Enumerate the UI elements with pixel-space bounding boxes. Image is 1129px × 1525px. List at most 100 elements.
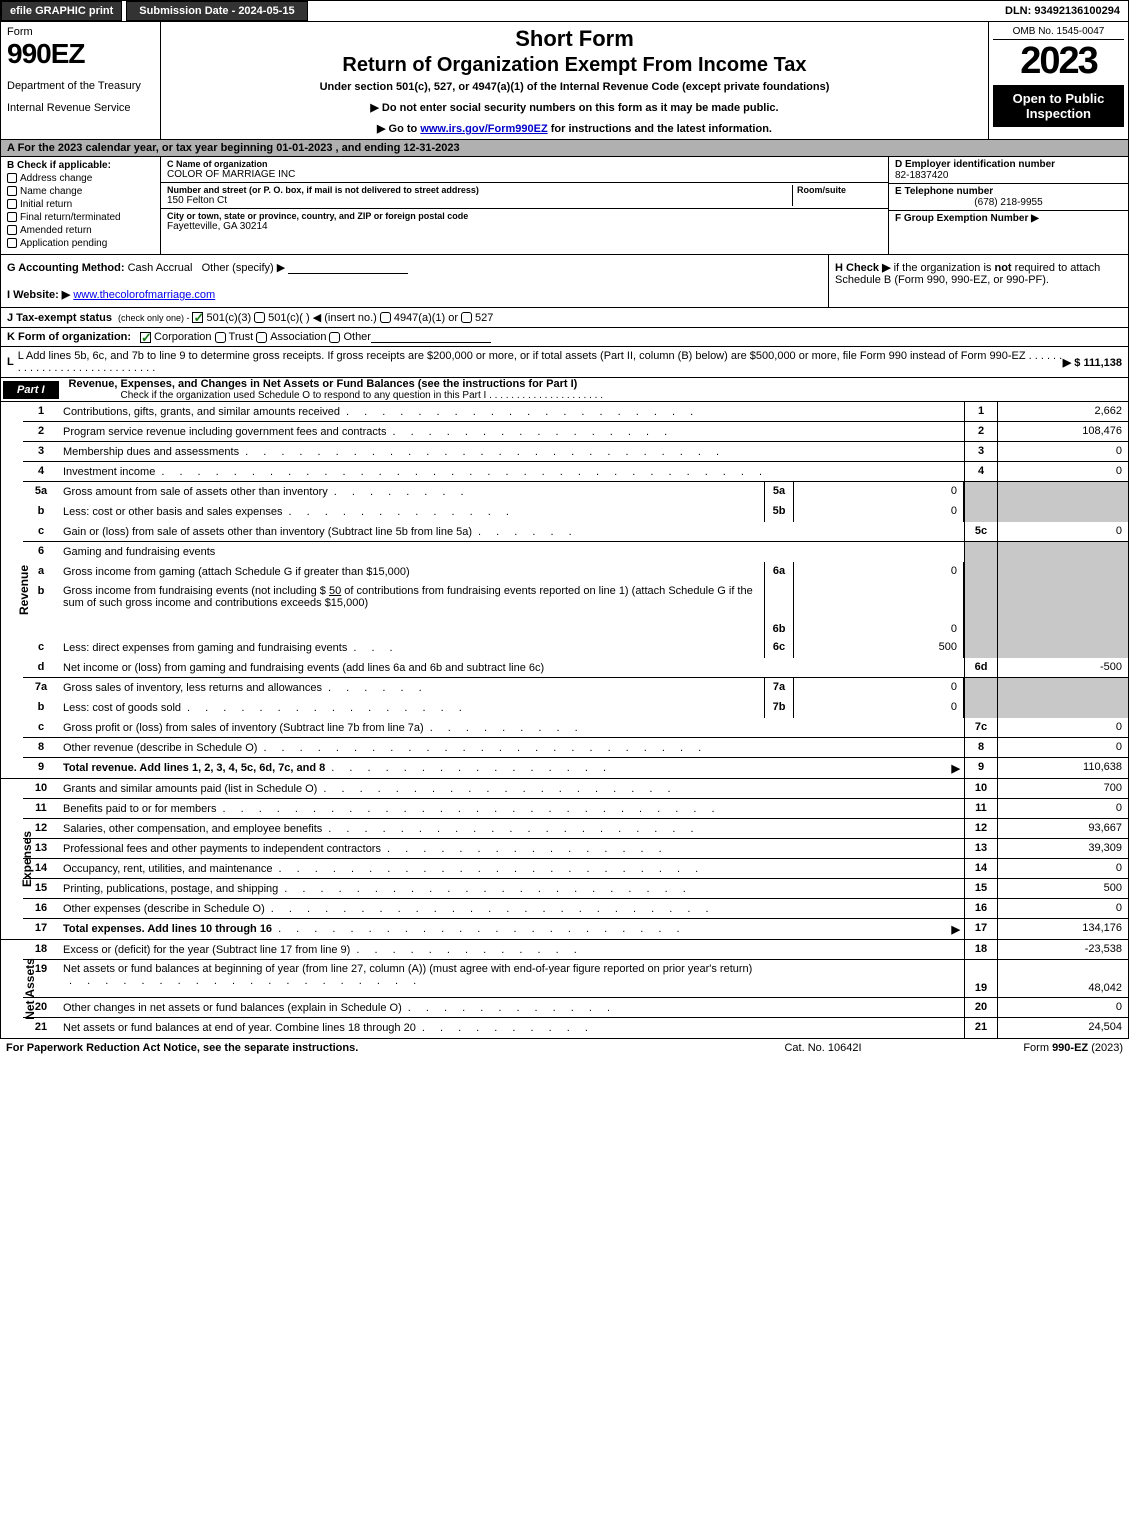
note2-post: for instructions and the latest informat… — [548, 123, 772, 135]
ein-value: 82-1837420 — [895, 170, 1122, 181]
line-21-value: 24,504 — [998, 1018, 1128, 1038]
line-5a-value: 0 — [794, 482, 964, 502]
line-5a: 5a Gross amount from sale of assets othe… — [23, 482, 1128, 502]
title-short-form: Short Form — [171, 26, 978, 52]
line-7a: 7a Gross sales of inventory, less return… — [23, 678, 1128, 698]
checkbox-icon — [7, 212, 17, 222]
irs-link[interactable]: www.irs.gov/Form990EZ — [420, 123, 547, 135]
corp-label: Corporation — [154, 331, 211, 343]
line-17-value: 134,176 — [998, 919, 1128, 939]
line-14: 14 Occupancy, rent, utilities, and maint… — [23, 859, 1128, 879]
ein-label: D Employer identification number — [895, 159, 1122, 170]
line-2: 2 Program service revenue including gove… — [23, 422, 1128, 442]
assoc-checkbox[interactable] — [256, 332, 267, 343]
phone-cell: E Telephone number (678) 218-9955 — [889, 184, 1128, 211]
accounting-method-cell: G Accounting Method: Cash Accrual Other … — [1, 255, 828, 307]
line-6c-value: 500 — [794, 638, 964, 658]
line-14-value: 0 — [998, 859, 1128, 878]
corp-checkbox[interactable] — [140, 332, 151, 343]
part-1-title: Revenue, Expenses, and Changes in Net As… — [61, 378, 1128, 390]
line-12: 12 Salaries, other compensation, and emp… — [23, 819, 1128, 839]
street-cell: Number and street (or P. O. box, if mail… — [161, 183, 888, 209]
accrual-label: Accrual — [156, 262, 193, 274]
line-5c: c Gain or (loss) from sale of assets oth… — [23, 522, 1128, 542]
line-8: 8 Other revenue (describe in Schedule O)… — [23, 738, 1128, 758]
527-label: 527 — [475, 312, 493, 324]
check-name-change[interactable]: Name change — [7, 186, 154, 197]
line-4-value: 0 — [998, 462, 1128, 481]
501c3-checkbox[interactable] — [192, 312, 203, 323]
501c-checkbox[interactable] — [254, 312, 265, 323]
column-b-checkboxes: B Check if applicable: Address change Na… — [1, 157, 161, 254]
part-1-tag: Part I — [3, 381, 59, 399]
checkbox-icon — [7, 238, 17, 248]
row-gh: G Accounting Method: Cash Accrual Other … — [0, 255, 1129, 308]
row-k-form-org: K Form of organization: Corporation Trus… — [0, 328, 1129, 347]
trust-label: Trust — [229, 331, 254, 343]
info-grid: B Check if applicable: Address change Na… — [0, 157, 1129, 255]
revenue-side-label: Revenue — [17, 565, 31, 615]
open-public-badge: Open to Public Inspection — [993, 85, 1124, 127]
other-org-checkbox[interactable] — [329, 332, 340, 343]
line-5b: b Less: cost or other basis and sales ex… — [23, 502, 1128, 522]
line-18: 18 Excess or (deficit) for the year (Sub… — [23, 940, 1128, 960]
check-amended-return[interactable]: Amended return — [7, 225, 154, 236]
line-15: 15 Printing, publications, postage, and … — [23, 879, 1128, 899]
line-9: 9 Total revenue. Add lines 1, 2, 3, 4, 5… — [23, 758, 1128, 778]
line-16-value: 0 — [998, 899, 1128, 918]
h-label: H Check ▶ — [835, 262, 894, 274]
527-checkbox[interactable] — [461, 312, 472, 323]
line-7b-value: 0 — [794, 698, 964, 718]
line-6b-value: 0 — [794, 582, 964, 638]
omb-number: OMB No. 1545-0047 — [993, 26, 1124, 40]
part-1-worksheet: Revenue 1 Contributions, gifts, grants, … — [0, 402, 1129, 1039]
line-11: 11 Benefits paid to or for members. . . … — [23, 799, 1128, 819]
line-6d: d Net income or (loss) from gaming and f… — [23, 658, 1128, 678]
checkbox-icon — [7, 186, 17, 196]
line-10: 10 Grants and similar amounts paid (list… — [23, 779, 1128, 799]
org-name-value: COLOR OF MARRIAGE INC — [167, 169, 882, 180]
checkbox-icon — [7, 173, 17, 183]
title-return-exempt: Return of Organization Exempt From Incom… — [171, 54, 978, 77]
arrow-icon: ▶ — [952, 762, 960, 775]
check-address-change[interactable]: Address change — [7, 173, 154, 184]
h-text: if the organization is — [894, 262, 995, 274]
line-15-value: 500 — [998, 879, 1128, 898]
ein-cell: D Employer identification number 82-1837… — [889, 157, 1128, 184]
website-link[interactable]: www.thecolorofmarriage.com — [73, 289, 215, 301]
form-ref: Form 990-EZ (2023) — [923, 1042, 1123, 1054]
col-b-header: B Check if applicable: — [7, 160, 154, 171]
catalog-number: Cat. No. 10642I — [723, 1042, 923, 1054]
note2-pre: ▶ Go to — [377, 123, 420, 135]
line-21: 21 Net assets or fund balances at end of… — [23, 1018, 1128, 1038]
line-2-value: 108,476 — [998, 422, 1128, 441]
column-c-org-info: C Name of organization COLOR OF MARRIAGE… — [161, 157, 888, 254]
line-17: 17 Total expenses. Add lines 10 through … — [23, 919, 1128, 939]
line-18-value: -23,538 — [998, 940, 1128, 959]
check-initial-return[interactable]: Initial return — [7, 199, 154, 210]
4947-checkbox[interactable] — [380, 312, 391, 323]
check-final-return[interactable]: Final return/terminated — [7, 212, 154, 223]
j-sub: (check only one) - — [118, 313, 190, 323]
city-cell: City or town, state or province, country… — [161, 209, 888, 234]
city-value: Fayetteville, GA 30214 — [167, 221, 882, 232]
header-center: Short Form Return of Organization Exempt… — [161, 22, 988, 139]
efile-print-button[interactable]: efile GRAPHIC print — [1, 1, 122, 21]
form-number: 990EZ — [7, 38, 154, 70]
line-11-value: 0 — [998, 799, 1128, 818]
street-label: Number and street (or P. O. box, if mail… — [167, 185, 792, 195]
org-name-cell: C Name of organization COLOR OF MARRIAGE… — [161, 157, 888, 183]
tax-year: 2023 — [993, 40, 1124, 83]
revenue-section: Revenue 1 Contributions, gifts, grants, … — [1, 402, 1128, 779]
part-1-subtitle: Check if the organization used Schedule … — [61, 390, 1128, 401]
line-13: 13 Professional fees and other payments … — [23, 839, 1128, 859]
other-org-line[interactable] — [371, 331, 491, 343]
part-1-header: Part I Revenue, Expenses, and Changes in… — [0, 378, 1129, 402]
line-6b: b Gross income from fundraising events (… — [23, 582, 1128, 638]
check-application-pending[interactable]: Application pending — [7, 238, 154, 249]
other-org-label: Other — [343, 331, 371, 343]
instructions-link-line: ▶ Go to www.irs.gov/Form990EZ for instru… — [171, 122, 978, 135]
other-specify-line[interactable] — [288, 262, 408, 274]
line-4: 4 Investment income. . . . . . . . . . .… — [23, 462, 1128, 482]
trust-checkbox[interactable] — [215, 332, 226, 343]
